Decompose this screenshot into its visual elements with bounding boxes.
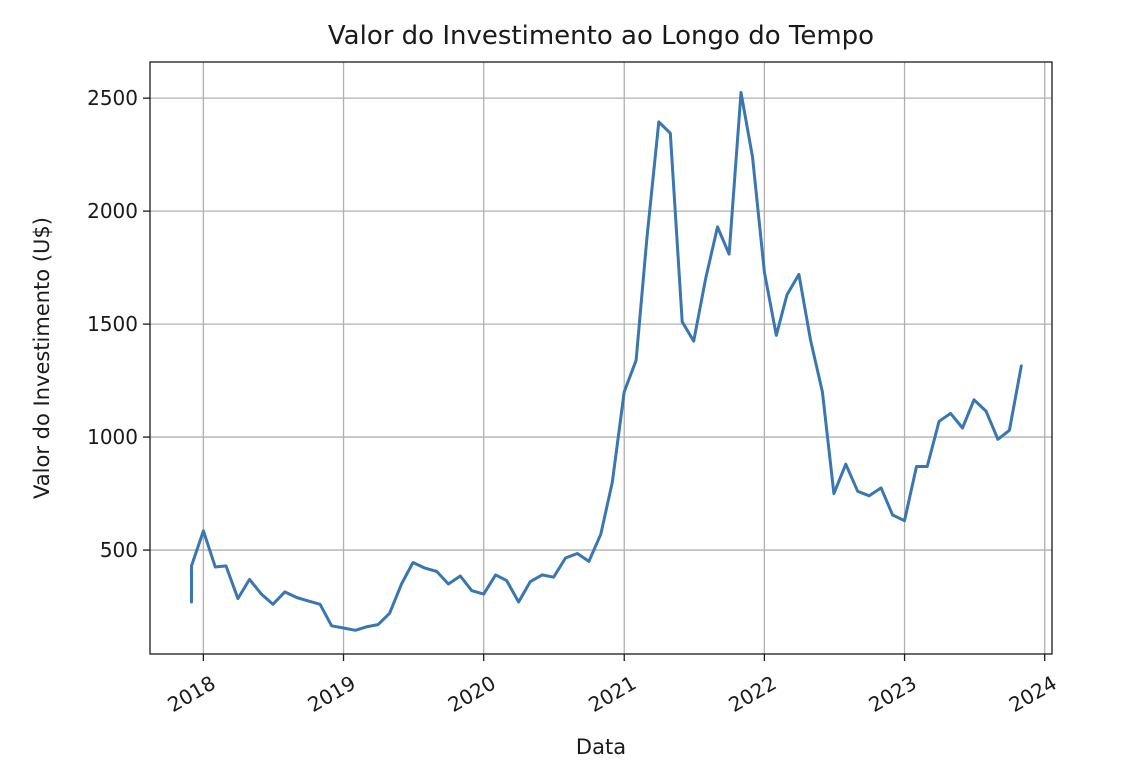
y-tick-label: 2500 <box>87 86 138 110</box>
y-axis-label: Valor do Investimento (U$) <box>30 217 54 499</box>
grid-lines <box>150 62 1052 654</box>
x-tick-label: 2019 <box>304 671 360 717</box>
x-tick-label: 2020 <box>444 671 500 717</box>
x-tick-label: 2022 <box>724 671 780 717</box>
axis-ticks: 2018 2019 2020 2021 2022 2023 2024 500 1000 1500 2… <box>87 86 1061 717</box>
x-tick-label: 2024 <box>1005 671 1061 717</box>
series-line <box>190 91 1023 632</box>
y-tick-label: 1500 <box>87 312 138 336</box>
x-axis-label: Data <box>576 735 626 759</box>
y-tick-label: 2000 <box>87 199 138 223</box>
x-tick-label: 2018 <box>163 671 219 717</box>
plot-frame <box>149 61 1053 655</box>
chart-title: Valor do Investimento ao Longo do Tempo <box>328 21 874 51</box>
y-tick-label: 1000 <box>87 425 138 449</box>
series-layer <box>190 91 1023 632</box>
x-tick-label: 2021 <box>584 671 640 717</box>
x-tick-label: 2023 <box>865 671 921 717</box>
y-tick-label: 500 <box>100 538 138 562</box>
